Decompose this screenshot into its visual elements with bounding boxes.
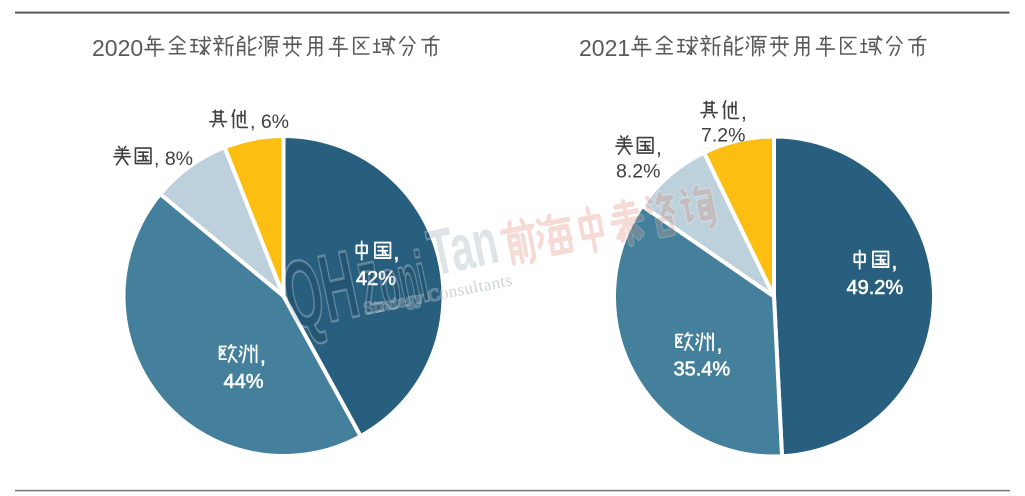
svg-text:,: ,: [741, 101, 747, 124]
svg-text:44%: 44%: [224, 371, 264, 393]
svg-text:,: ,: [656, 137, 662, 160]
svg-text:Tan: Tan: [422, 205, 504, 290]
svg-text:Tan: Tan: [422, 205, 504, 290]
svg-text:,: ,: [717, 333, 723, 356]
svg-text:35.4%: 35.4%: [674, 359, 731, 381]
svg-text:2021: 2021: [579, 35, 630, 61]
svg-text:2020: 2020: [92, 35, 143, 61]
svg-text:8.2%: 8.2%: [616, 161, 660, 183]
svg-text:,: ,: [394, 242, 400, 265]
svg-text:49.2%: 49.2%: [847, 277, 904, 299]
svg-text:, 6%: , 6%: [250, 111, 289, 133]
svg-text:,: ,: [260, 345, 266, 368]
svg-text:Zoni: Zoni: [353, 237, 435, 329]
svg-text:42%: 42%: [356, 268, 396, 290]
svg-text:,: ,: [892, 251, 898, 274]
svg-text:7.2%: 7.2%: [701, 125, 745, 147]
svg-text:, 8%: , 8%: [154, 148, 193, 170]
